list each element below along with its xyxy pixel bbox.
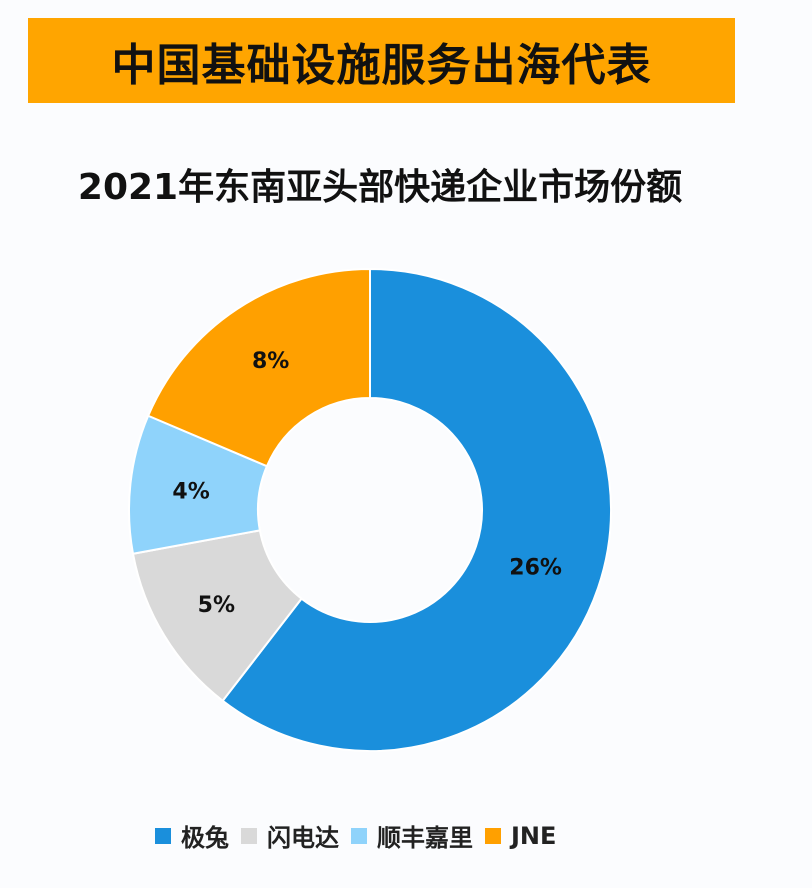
legend-swatch bbox=[241, 827, 257, 844]
legend-swatch bbox=[351, 827, 367, 844]
legend-item: 顺丰嘉里 bbox=[351, 818, 473, 853]
legend-item: 极兔 bbox=[155, 818, 229, 853]
data-label-0: 26% bbox=[509, 556, 562, 581]
data-label-2: 4% bbox=[172, 479, 209, 504]
slice-3 bbox=[146, 267, 371, 468]
data-label-3: 8% bbox=[252, 349, 289, 374]
banner-text: 中国基础设施服务出海代表 bbox=[111, 39, 652, 91]
legend-label: 极兔 bbox=[181, 824, 229, 852]
legend: 极兔 闪电达 顺丰嘉里 JNE bbox=[155, 818, 568, 853]
legend-item: 闪电达 bbox=[241, 818, 339, 853]
legend-swatch bbox=[155, 827, 171, 844]
chart-title: 2021年东南亚头部快递企业市场份额 bbox=[77, 167, 683, 208]
legend-label: 闪电达 bbox=[267, 824, 339, 852]
legend-label: 顺丰嘉里 bbox=[377, 824, 473, 852]
legend-label: JNE bbox=[511, 821, 557, 850]
banner: 中国基础设施服务出海代表 bbox=[28, 18, 735, 103]
legend-swatch bbox=[485, 827, 501, 844]
slice-0 bbox=[221, 267, 612, 752]
legend-item: JNE bbox=[485, 822, 556, 850]
data-label-1: 5% bbox=[198, 593, 235, 618]
